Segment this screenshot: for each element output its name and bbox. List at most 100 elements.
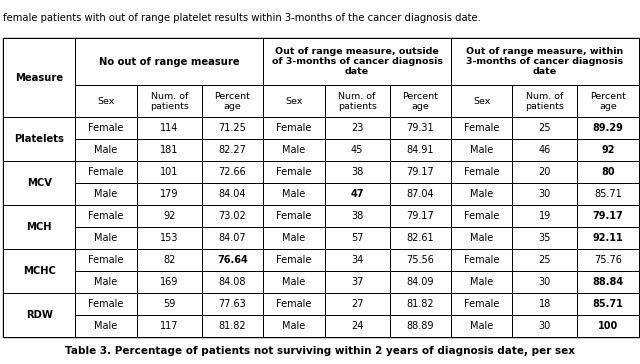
Text: Female: Female bbox=[88, 255, 124, 265]
Bar bbox=[513, 139, 577, 161]
Bar bbox=[390, 293, 451, 315]
Text: Female: Female bbox=[88, 123, 124, 133]
Bar bbox=[513, 315, 577, 337]
Bar bbox=[513, 183, 577, 205]
Bar bbox=[76, 139, 137, 161]
Bar bbox=[577, 205, 639, 227]
Text: Male: Male bbox=[282, 145, 305, 155]
Text: 19: 19 bbox=[539, 211, 551, 221]
Bar bbox=[202, 86, 263, 118]
Text: Female: Female bbox=[464, 123, 499, 133]
Bar bbox=[76, 205, 137, 227]
Text: 57: 57 bbox=[351, 233, 364, 243]
Text: Male: Male bbox=[470, 145, 493, 155]
Text: Female: Female bbox=[276, 167, 312, 177]
Bar bbox=[76, 271, 137, 293]
Bar bbox=[3, 38, 639, 337]
Text: 46: 46 bbox=[539, 145, 551, 155]
Bar bbox=[451, 205, 513, 227]
Text: Female: Female bbox=[88, 299, 124, 309]
Text: 20: 20 bbox=[539, 167, 551, 177]
Text: Percent
age: Percent age bbox=[214, 92, 250, 111]
Bar bbox=[202, 293, 263, 315]
Bar bbox=[263, 271, 324, 293]
Bar bbox=[202, 227, 263, 249]
Bar bbox=[263, 86, 324, 118]
Text: Percent
age: Percent age bbox=[590, 92, 626, 111]
Bar bbox=[324, 271, 390, 293]
Text: 85.71: 85.71 bbox=[594, 189, 622, 199]
Text: 89.29: 89.29 bbox=[593, 123, 623, 133]
Text: 79.17: 79.17 bbox=[593, 211, 623, 221]
Bar bbox=[577, 249, 639, 271]
Bar bbox=[202, 161, 263, 183]
Text: Out of range measure, within
3-months of cancer diagnosis
date: Out of range measure, within 3-months of… bbox=[466, 47, 623, 76]
Bar bbox=[76, 38, 263, 86]
Text: 84.08: 84.08 bbox=[219, 277, 246, 287]
Bar bbox=[390, 118, 451, 139]
Text: 38: 38 bbox=[351, 211, 363, 221]
Bar bbox=[324, 183, 390, 205]
Bar bbox=[263, 161, 324, 183]
Text: Female: Female bbox=[464, 167, 499, 177]
Text: 37: 37 bbox=[351, 277, 364, 287]
Text: Male: Male bbox=[95, 189, 118, 199]
Text: Sex: Sex bbox=[473, 97, 490, 106]
Text: 45: 45 bbox=[351, 145, 364, 155]
Bar bbox=[451, 161, 513, 183]
Text: Male: Male bbox=[95, 321, 118, 331]
Bar bbox=[451, 315, 513, 337]
Bar bbox=[3, 293, 76, 337]
Bar bbox=[390, 271, 451, 293]
Text: Female: Female bbox=[88, 211, 124, 221]
Text: 87.04: 87.04 bbox=[406, 189, 434, 199]
Bar bbox=[577, 183, 639, 205]
Text: 114: 114 bbox=[160, 123, 179, 133]
Text: Female: Female bbox=[88, 167, 124, 177]
Text: 153: 153 bbox=[160, 233, 179, 243]
Bar bbox=[202, 183, 263, 205]
Text: 181: 181 bbox=[160, 145, 179, 155]
Bar bbox=[263, 293, 324, 315]
Bar bbox=[137, 271, 202, 293]
Text: 88.89: 88.89 bbox=[406, 321, 434, 331]
Bar bbox=[324, 293, 390, 315]
Text: RDW: RDW bbox=[26, 310, 52, 320]
Text: 101: 101 bbox=[160, 167, 179, 177]
Bar bbox=[451, 86, 513, 118]
Text: 47: 47 bbox=[350, 189, 364, 199]
Text: 84.91: 84.91 bbox=[406, 145, 434, 155]
Text: Female: Female bbox=[276, 255, 312, 265]
Bar bbox=[263, 315, 324, 337]
Text: Measure: Measure bbox=[15, 73, 63, 83]
Bar bbox=[324, 118, 390, 139]
Bar bbox=[513, 86, 577, 118]
Bar bbox=[390, 161, 451, 183]
Text: 34: 34 bbox=[351, 255, 363, 265]
Bar bbox=[513, 205, 577, 227]
Bar bbox=[451, 227, 513, 249]
Text: 18: 18 bbox=[539, 299, 551, 309]
Text: 84.07: 84.07 bbox=[219, 233, 246, 243]
Bar bbox=[202, 271, 263, 293]
Text: 82.27: 82.27 bbox=[218, 145, 246, 155]
Bar bbox=[513, 249, 577, 271]
Text: 79.17: 79.17 bbox=[406, 211, 434, 221]
Text: 23: 23 bbox=[351, 123, 364, 133]
Text: 92: 92 bbox=[601, 145, 615, 155]
Bar bbox=[513, 227, 577, 249]
Text: Female: Female bbox=[464, 299, 499, 309]
Text: 79.17: 79.17 bbox=[406, 167, 434, 177]
Text: 77.63: 77.63 bbox=[219, 299, 246, 309]
Text: 30: 30 bbox=[539, 277, 551, 287]
Bar bbox=[202, 205, 263, 227]
Text: 59: 59 bbox=[163, 299, 175, 309]
Bar bbox=[324, 205, 390, 227]
Text: 169: 169 bbox=[160, 277, 179, 287]
Bar bbox=[324, 86, 390, 118]
Text: Male: Male bbox=[470, 233, 493, 243]
Bar bbox=[390, 86, 451, 118]
Text: 73.02: 73.02 bbox=[219, 211, 246, 221]
Bar bbox=[577, 227, 639, 249]
Text: Male: Male bbox=[95, 277, 118, 287]
